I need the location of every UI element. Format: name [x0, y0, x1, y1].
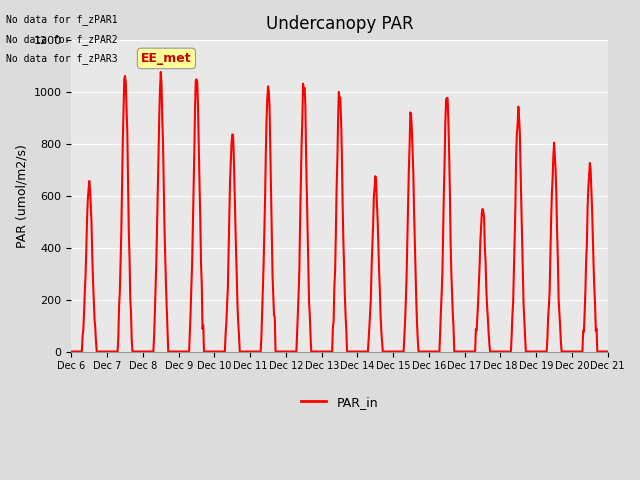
Text: EE_met: EE_met — [141, 52, 192, 65]
Text: No data for f_zPAR3: No data for f_zPAR3 — [6, 53, 118, 64]
Text: No data for f_zPAR1: No data for f_zPAR1 — [6, 14, 118, 25]
Text: No data for f_zPAR2: No data for f_zPAR2 — [6, 34, 118, 45]
Title: Undercanopy PAR: Undercanopy PAR — [266, 15, 413, 33]
Y-axis label: PAR (umol/m2/s): PAR (umol/m2/s) — [15, 144, 28, 248]
Legend: PAR_in: PAR_in — [296, 391, 383, 414]
